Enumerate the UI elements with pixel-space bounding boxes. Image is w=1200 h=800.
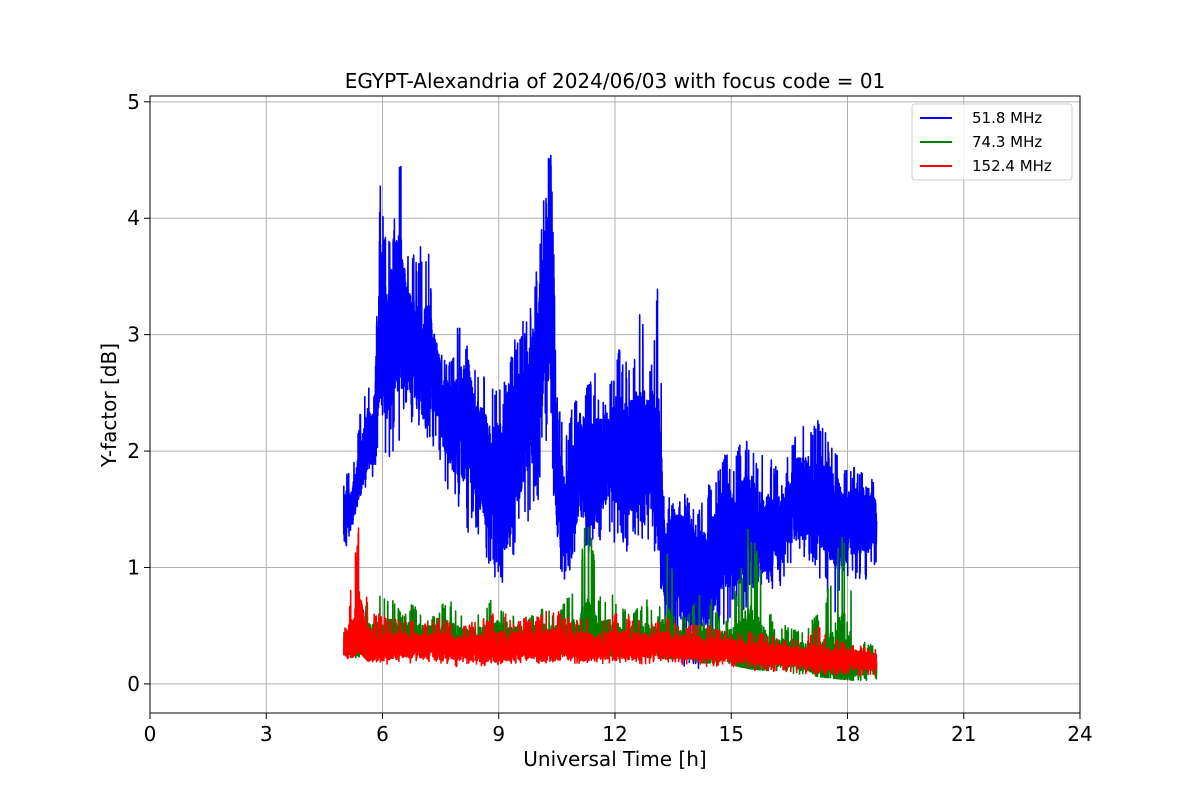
y-axis-label: Y-factor [dB] bbox=[97, 343, 121, 468]
legend-label: 152.4 MHz bbox=[972, 157, 1052, 175]
y-tick-label: 3 bbox=[127, 323, 140, 347]
series-layer bbox=[343, 154, 878, 682]
legend-label: 51.8 MHz bbox=[972, 109, 1042, 127]
y-tick-label: 5 bbox=[127, 90, 140, 114]
y-tick-label: 0 bbox=[127, 672, 140, 696]
x-tick-label: 18 bbox=[835, 722, 860, 746]
x-tick-label: 0 bbox=[144, 722, 157, 746]
grid bbox=[149, 96, 1081, 713]
x-axis-label: Universal Time [h] bbox=[523, 747, 706, 771]
x-tick-label: 3 bbox=[260, 722, 273, 746]
x-tick-label: 21 bbox=[951, 722, 976, 746]
y-tick-label: 4 bbox=[127, 206, 140, 230]
legend: 51.8 MHz 74.3 MHz 152.4 MHz bbox=[911, 103, 1073, 181]
series-line bbox=[343, 154, 878, 670]
x-tick-label: 15 bbox=[719, 722, 744, 746]
x-tick-label: 12 bbox=[602, 722, 627, 746]
chart-title: EGYPT-Alexandria of 2024/06/03 with focu… bbox=[345, 69, 886, 93]
x-tick-label: 9 bbox=[492, 722, 505, 746]
legend-label: 74.3 MHz bbox=[972, 133, 1042, 151]
y-tick-label: 1 bbox=[127, 555, 140, 579]
legend-box bbox=[911, 103, 1073, 181]
x-tick-label: 6 bbox=[376, 722, 389, 746]
y-tick-label: 2 bbox=[127, 439, 140, 463]
x-tick-label: 24 bbox=[1067, 722, 1092, 746]
series-line bbox=[343, 527, 878, 677]
